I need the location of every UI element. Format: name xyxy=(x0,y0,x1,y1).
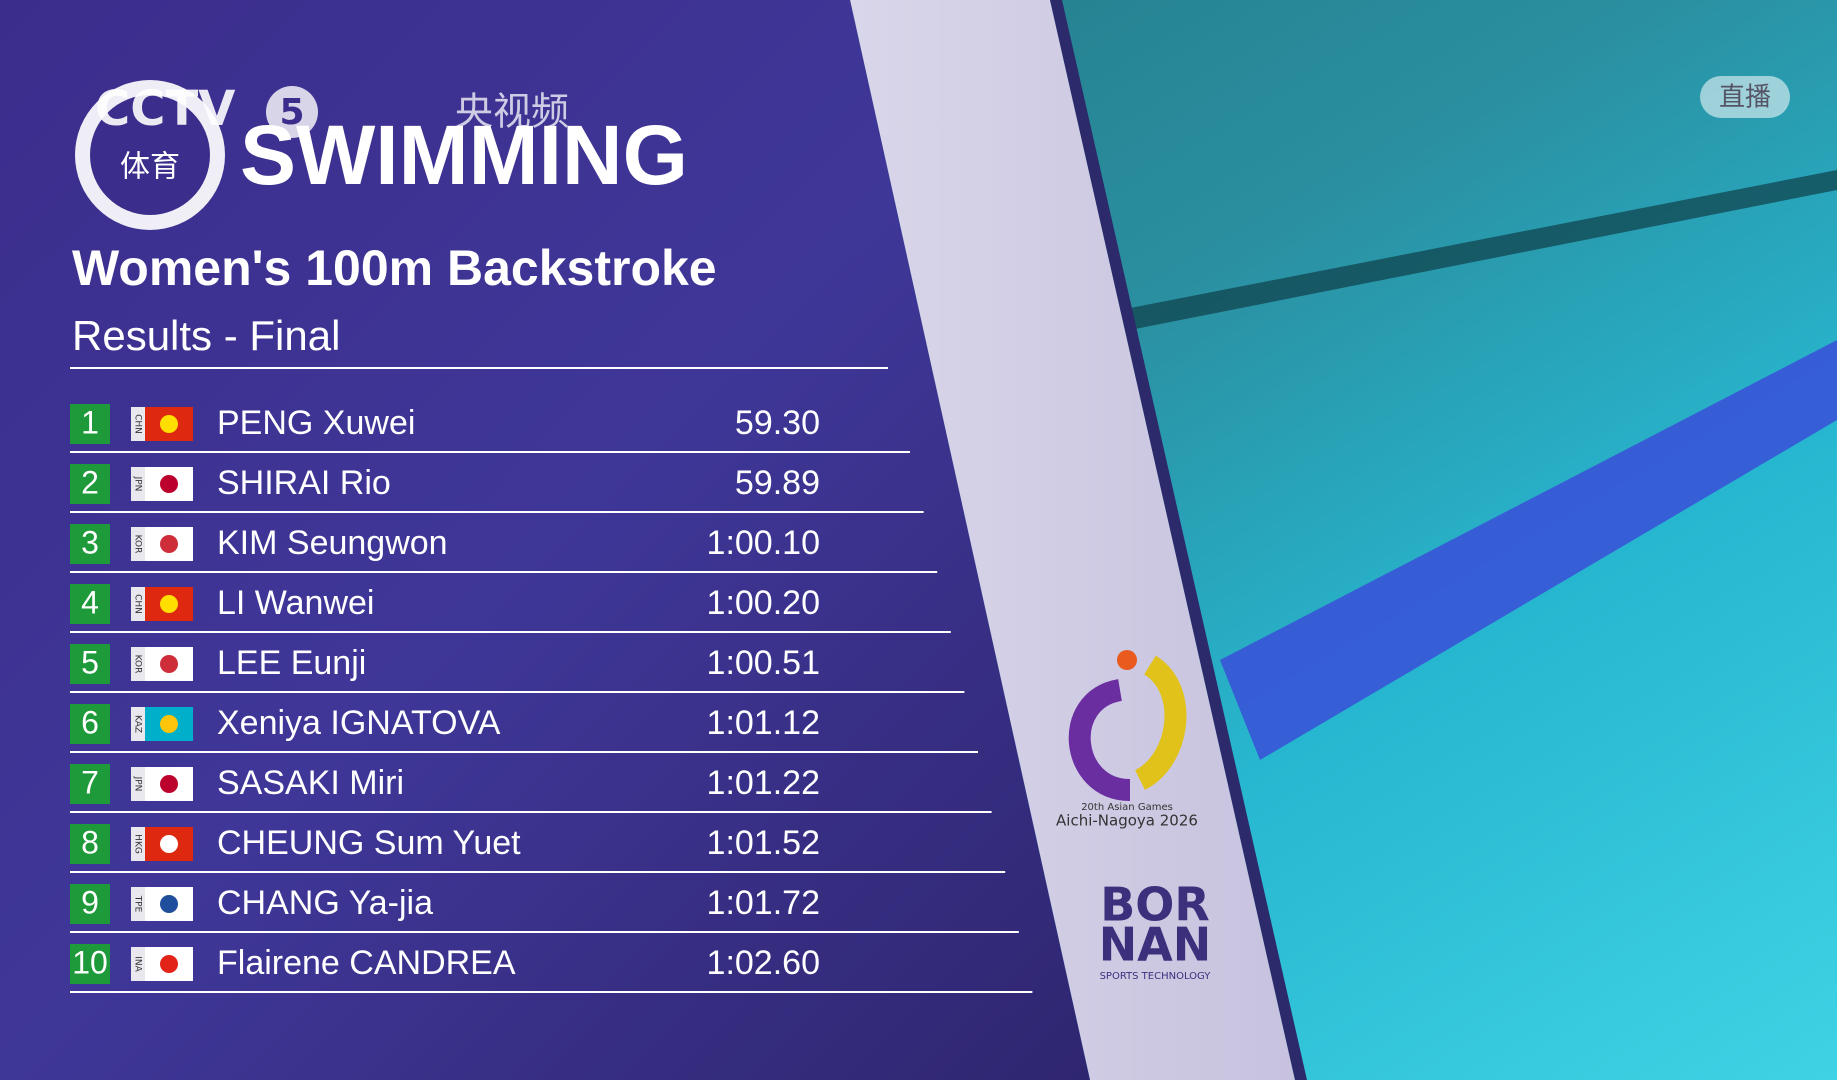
rank: 5 xyxy=(81,644,99,680)
noc-strip xyxy=(131,527,145,561)
live-badge xyxy=(1700,76,1790,118)
rank-box xyxy=(70,584,110,624)
flag-emblem xyxy=(160,535,178,553)
event-title: Women's 100m Backstroke xyxy=(72,240,717,296)
lane-rope-far xyxy=(1120,170,1837,330)
results-panel xyxy=(0,0,1090,1080)
flag-emblem xyxy=(160,895,178,913)
phase: Results - Final xyxy=(72,312,340,359)
lane-rope xyxy=(1220,340,1837,760)
games-emblem-arc2 xyxy=(1134,655,1187,790)
sport-label: 体育 xyxy=(120,150,180,185)
athlete-name: CHEUNG Sum Yuet xyxy=(217,824,521,862)
result-time: 1:00.10 xyxy=(707,524,820,562)
rank: 2 xyxy=(81,464,99,500)
noc-code: CHN xyxy=(133,594,143,614)
result-time: 1:01.52 xyxy=(707,824,820,862)
rank: 7 xyxy=(81,764,99,800)
noc-strip xyxy=(131,407,145,441)
noc-strip xyxy=(131,467,145,501)
flag-emblem xyxy=(160,595,178,613)
rank-box xyxy=(70,644,110,684)
athlete-name: Xeniya IGNATOVA xyxy=(217,704,501,742)
athlete-name: Flairene CANDREA xyxy=(217,944,516,982)
noc-strip xyxy=(131,647,145,681)
athlete-name: LEE Eunji xyxy=(217,644,366,682)
diagonal-band xyxy=(850,0,1295,1080)
result-time: 1:01.22 xyxy=(707,764,820,802)
timing-brand-bottom: NAN xyxy=(1099,918,1212,972)
rank: 8 xyxy=(81,824,99,860)
rank-box xyxy=(70,824,110,864)
flag-emblem xyxy=(160,835,178,853)
athlete-name: CHANG Ya-jia xyxy=(217,884,433,922)
flag-emblem xyxy=(160,775,178,793)
games-host: Aichi-Nagoya 2026 xyxy=(1056,812,1198,830)
rank: 1 xyxy=(81,404,99,440)
flag-emblem xyxy=(160,715,178,733)
noc-code: JPN xyxy=(133,476,143,492)
app-name: 央视频 xyxy=(455,90,569,134)
athlete-name: SASAKI Miri xyxy=(217,764,404,802)
cctv-logo-inner xyxy=(90,95,210,215)
flag-emblem xyxy=(160,655,178,673)
channel-number: 5 xyxy=(279,92,304,133)
noc-strip xyxy=(131,707,145,741)
band-edge xyxy=(1050,0,1307,1080)
rank-box xyxy=(70,524,110,564)
noc-code: JPN xyxy=(133,776,143,792)
result-time: 1:02.60 xyxy=(707,944,820,982)
athlete-name: LI Wanwei xyxy=(217,584,374,622)
rank: 4 xyxy=(81,584,99,620)
noc-code: KOR xyxy=(133,655,143,674)
rank: 9 xyxy=(81,884,99,920)
sport-title: SWIMMING xyxy=(240,108,688,202)
noc-code: TPE xyxy=(133,895,143,913)
channel-name: CCTV xyxy=(95,81,235,137)
rank-box xyxy=(70,944,110,984)
rank-box xyxy=(70,884,110,924)
games-emblem-arc xyxy=(1068,679,1131,801)
noc-strip xyxy=(131,827,145,861)
rank-box xyxy=(70,404,110,444)
result-time: 59.89 xyxy=(735,464,820,502)
noc-code: CHN xyxy=(133,414,143,434)
result-time: 1:01.72 xyxy=(707,884,820,922)
channel-badge xyxy=(266,86,318,138)
noc-strip xyxy=(131,587,145,621)
flag-emblem xyxy=(160,475,178,493)
timing-tagline: SPORTS TECHNOLOGY xyxy=(1100,971,1212,982)
athlete-name: KIM Seungwon xyxy=(217,524,448,562)
noc-code: KOR xyxy=(133,535,143,554)
result-time: 1:00.51 xyxy=(707,644,820,682)
noc-strip xyxy=(131,947,145,981)
timing-brand-top: BOR xyxy=(1100,878,1210,932)
result-time: 1:01.12 xyxy=(707,704,820,742)
noc-code: INA xyxy=(133,956,143,972)
rank-box xyxy=(70,704,110,744)
result-time: 1:00.20 xyxy=(707,584,820,622)
rank: 10 xyxy=(72,944,108,980)
noc-code: HKG xyxy=(133,834,143,854)
noc-code: KAZ xyxy=(133,715,143,733)
noc-strip xyxy=(131,887,145,921)
rank: 6 xyxy=(81,704,99,740)
athlete-name: PENG Xuwei xyxy=(217,404,415,442)
flag-emblem xyxy=(160,955,178,973)
games-emblem-sun xyxy=(1117,650,1137,670)
rank: 3 xyxy=(81,524,99,560)
rank-box xyxy=(70,464,110,504)
rank-box xyxy=(70,764,110,804)
games-edition: 20th Asian Games xyxy=(1081,802,1173,813)
result-time: 59.30 xyxy=(735,404,820,442)
live-label: 直播 xyxy=(1719,83,1771,113)
flag-emblem xyxy=(160,415,178,433)
athlete-name: SHIRAI Rio xyxy=(217,464,391,502)
noc-strip xyxy=(131,767,145,801)
